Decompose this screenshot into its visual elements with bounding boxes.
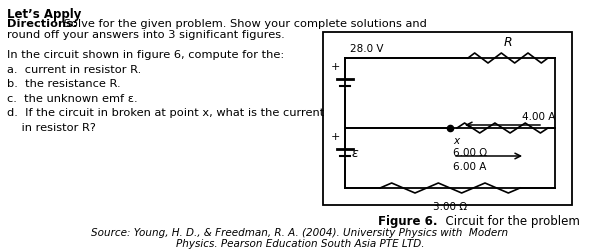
Text: In the circuit shown in figure 6, compute for the:: In the circuit shown in figure 6, comput… (7, 50, 284, 60)
Text: 6.00 Ω: 6.00 Ω (453, 148, 487, 158)
Text: in resistor R?: in resistor R? (7, 123, 96, 132)
Text: Physics. Pearson Education South Asia PTE LTD.: Physics. Pearson Education South Asia PT… (175, 239, 424, 249)
Text: b.  the resistance R.: b. the resistance R. (7, 79, 121, 89)
Text: Let’s Apply: Let’s Apply (7, 8, 81, 21)
Text: 6.00 A: 6.00 A (453, 162, 486, 172)
Text: R: R (504, 36, 512, 49)
Text: a.  current in resistor R.: a. current in resistor R. (7, 64, 141, 74)
Text: c.  the unknown emf ε.: c. the unknown emf ε. (7, 94, 138, 104)
Text: Directions:: Directions: (7, 19, 78, 29)
Text: Figure 6.: Figure 6. (378, 215, 438, 228)
Text: ε: ε (352, 147, 359, 160)
Text: +: + (331, 62, 340, 72)
Text: round off your answers into 3 significant figures.: round off your answers into 3 significan… (7, 30, 285, 40)
Text: 3.00 Ω: 3.00 Ω (433, 202, 467, 212)
Text: 4.00 A: 4.00 A (522, 112, 555, 122)
Text: +: + (331, 132, 340, 142)
Text: Solve for the given problem. Show your complete solutions and: Solve for the given problem. Show your c… (60, 19, 427, 29)
Text: 28.0 V: 28.0 V (350, 44, 383, 54)
Text: d.  If the circuit in broken at point x, what is the current: d. If the circuit in broken at point x, … (7, 108, 325, 118)
Text: Source: Young, H. D., & Freedman, R. A. (2004). University Physics with  Modern: Source: Young, H. D., & Freedman, R. A. … (91, 228, 508, 238)
Text: x: x (453, 136, 459, 146)
Bar (323, 32, 572, 205)
Text: Circuit for the problem: Circuit for the problem (438, 215, 579, 228)
